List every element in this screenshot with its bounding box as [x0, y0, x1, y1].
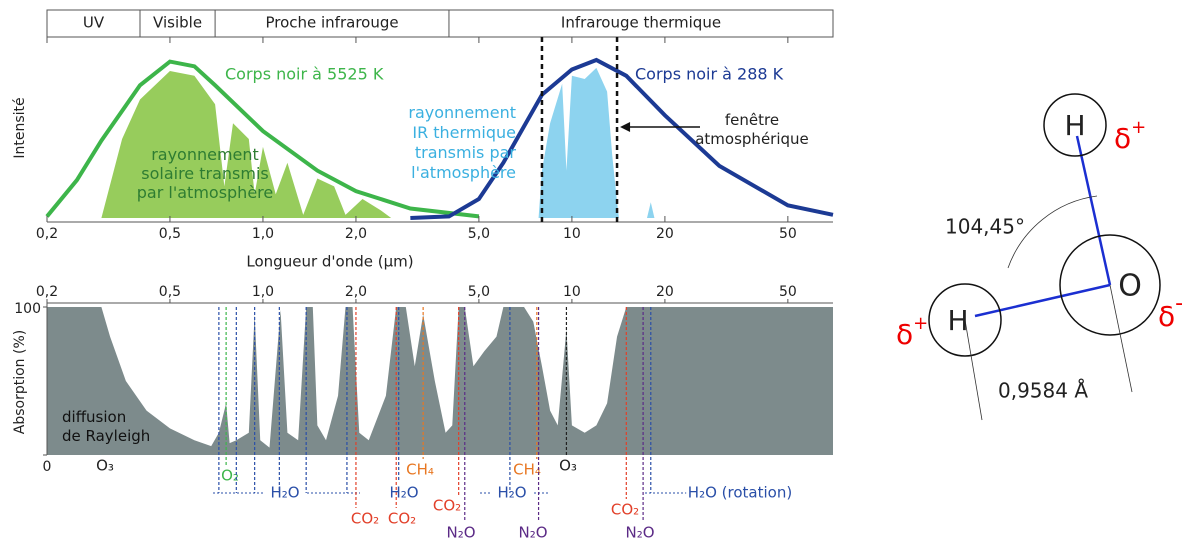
series-annotation-line: solaire transmis [141, 164, 268, 183]
charge: δ+ [1114, 117, 1146, 155]
absorber-label: O₃ [96, 457, 114, 475]
charge-symbol: δ [896, 318, 913, 351]
window-label-line: fenêtre [725, 111, 779, 129]
x-tick-label: 10 [563, 226, 581, 242]
absorber-label: H₂O (rotation) [688, 484, 792, 502]
series-annotation: rayonnement IR thermique transmis par l'atm… [408, 103, 516, 182]
x-tick-label: 10 [563, 284, 581, 300]
x-tick-label: 5,0 [468, 226, 490, 242]
area [101, 71, 392, 218]
absorber-label: N₂O [518, 524, 547, 542]
annotation-line: de Rayleigh [62, 427, 150, 445]
series-annotation: rayonnement solaire transmis par l'atmosph… [137, 145, 273, 202]
x-tick-label: 20 [656, 226, 674, 242]
annotation-line: diffusion [62, 408, 126, 426]
x-tick-label: 0,2 [36, 226, 58, 242]
charge-symbol: δ [1114, 122, 1131, 155]
molecule: H O H δ+ δ- δ+ 104,45° 0,9584 Å [896, 93, 1183, 421]
x-tick-label: 0,2 [36, 284, 58, 300]
absorber-label: CO₂ [433, 497, 461, 515]
band-label: UV [83, 14, 105, 32]
x-tick-label: 50 [779, 284, 797, 300]
x-tick-label: 20 [656, 284, 674, 300]
x-tick-label: 1,0 [252, 284, 274, 300]
window-label-line: atmosphérique [695, 130, 809, 148]
bond [974, 283, 1111, 318]
x-tick-label: 0,5 [159, 226, 181, 242]
dimension-line [964, 319, 983, 421]
band-label: Infrarouge thermique [561, 14, 721, 32]
area [47, 307, 833, 455]
series-annotation-line: IR thermique [412, 123, 516, 142]
absorber-label: O₃ [559, 457, 577, 475]
x-tick-label: 50 [779, 226, 797, 242]
atom-circle [928, 283, 1002, 357]
series-annotation-line: transmis par [415, 143, 517, 162]
x-axis-label: Longueur d'onde (μm) [246, 253, 413, 271]
charge-sign: + [913, 313, 928, 334]
atom-label: H [947, 304, 968, 337]
y-axis-label: Intensité [12, 97, 28, 158]
absorber-label: O₂ [221, 467, 239, 485]
bond-length-label: 0,9584 Å [998, 379, 1088, 403]
absorber-label: N₂O [446, 524, 475, 542]
absorber-label: CH₄ [406, 461, 434, 479]
atom-circle [1043, 93, 1107, 157]
x-tick-label: 0,5 [159, 284, 181, 300]
series-label: Corps noir à 5525 K [225, 65, 384, 84]
charge-sign: + [1131, 117, 1146, 138]
charge: δ+ [896, 313, 928, 351]
series-label: Corps noir à 288 K [635, 65, 784, 84]
angle-arc [1007, 195, 1098, 269]
charge: δ- [1158, 291, 1183, 333]
bond [1075, 135, 1112, 286]
absorber-label: CO₂ [388, 510, 416, 528]
y-axis-label: Absorption (%) [12, 330, 28, 434]
x-tick-label: 5,0 [468, 284, 490, 300]
band-header [46, 9, 834, 38]
arrow-head [620, 122, 631, 132]
absorber-label: H₂O [497, 484, 526, 502]
atom-label: H [1064, 109, 1085, 142]
curve [45, 59, 480, 219]
curve [410, 57, 834, 220]
window-label: fenêtre atmosphérique [695, 111, 809, 148]
atom-circle [1059, 234, 1161, 336]
x-tick-label: 2,0 [345, 284, 367, 300]
absorber-label: N₂O [625, 524, 654, 542]
absorber-label: CO₂ [611, 501, 639, 519]
charge-sign: - [1175, 291, 1183, 316]
y-tick-label: 100 [14, 301, 41, 317]
absorber-label: CO₂ [351, 510, 379, 528]
y-tick-label: 0 [43, 459, 52, 475]
x-tick-label: 2,0 [345, 226, 367, 242]
absorber-label: H₂O [389, 484, 418, 502]
series-annotation-line: rayonnement [408, 103, 516, 122]
atom-label: O [1118, 269, 1142, 304]
area [538, 67, 655, 219]
annotation: diffusion de Rayleigh [62, 408, 150, 445]
band-label: Proche infrarouge [265, 14, 398, 32]
absorber-label: CH₄ [513, 461, 541, 479]
x-tick-label: 1,0 [252, 226, 274, 242]
dimension-line [1109, 284, 1133, 393]
series-annotation-line: l'atmosphère [411, 163, 516, 182]
charge-symbol: δ [1158, 300, 1175, 333]
band-label: Visible [153, 14, 202, 32]
angle-label: 104,45° [945, 215, 1025, 239]
series-annotation-line: rayonnement [151, 145, 259, 164]
series-annotation-line: par l'atmosphère [137, 183, 273, 202]
absorber-label: H₂O [270, 484, 299, 502]
